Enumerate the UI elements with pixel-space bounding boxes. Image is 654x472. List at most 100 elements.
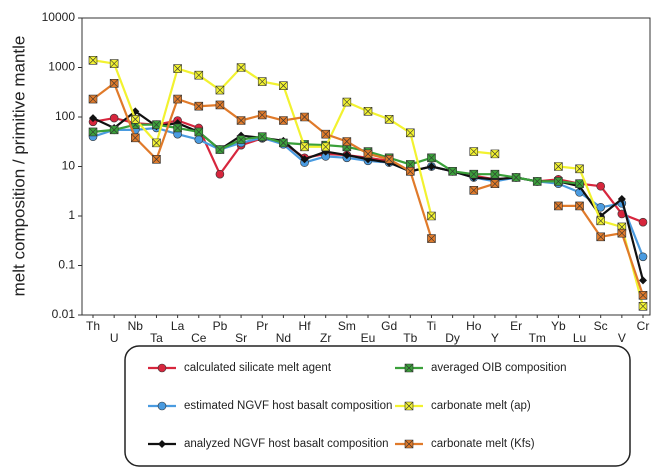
data-point [279, 138, 288, 148]
data-point [384, 154, 394, 164]
x-tick-label: Ta [150, 331, 163, 345]
data-point [639, 276, 647, 285]
data-point [194, 135, 204, 144]
x-tick-label: Sm [338, 319, 356, 333]
x-tick-label: Tm [529, 331, 546, 345]
legend-marker [404, 363, 414, 373]
x-tick-label: Sc [594, 319, 608, 333]
legend-marker [158, 440, 166, 448]
data-point [554, 177, 563, 186]
data-point [490, 179, 500, 188]
y-tick-label: 1 [68, 208, 75, 222]
x-tick-label: Nb [128, 319, 144, 333]
x-tick-label: Nd [276, 331, 291, 345]
data-point [215, 169, 225, 179]
data-point [152, 154, 161, 164]
data-point [89, 114, 97, 123]
x-tick-label: Y [491, 331, 499, 345]
data-point [194, 127, 204, 137]
data-point [406, 166, 415, 176]
data-point [109, 59, 119, 68]
data-point [554, 162, 563, 171]
data-point [406, 128, 415, 138]
data-point [152, 120, 161, 129]
data-point [88, 94, 98, 104]
legend-label: estimated NGVF host basalt composition [184, 400, 392, 412]
data-point [448, 166, 457, 176]
data-point [427, 162, 436, 171]
x-tick-label: Yb [551, 319, 566, 333]
y-tick-label: 100 [55, 109, 75, 123]
data-point [152, 138, 161, 148]
x-tick-label: Ce [191, 331, 207, 345]
data-point [257, 110, 267, 120]
data-point [575, 164, 584, 174]
data-point [596, 202, 605, 212]
x-tick-label: Pr [256, 319, 268, 333]
legend-label: calculated silicate melt agent [184, 362, 332, 374]
data-point [300, 155, 309, 164]
data-point [532, 177, 542, 186]
x-tick-label: Tb [403, 331, 417, 345]
x-tick-label: Hf [299, 319, 312, 333]
data-point [194, 70, 204, 80]
data-point [236, 116, 246, 125]
data-point [469, 147, 479, 156]
data-point [173, 123, 182, 133]
data-point [638, 291, 648, 300]
legend-label: analyzed NGVF host basalt composition [184, 438, 389, 450]
data-point [215, 85, 225, 95]
y-tick-label: 10000 [42, 10, 76, 24]
data-point [300, 142, 309, 152]
data-point [173, 94, 182, 104]
data-point [173, 64, 182, 73]
legend-label: carbonate melt (Kfs) [431, 438, 535, 450]
x-tick-label: Lu [573, 331, 586, 345]
x-tick-label: Sr [235, 331, 247, 345]
x-tick-label: Er [510, 319, 522, 333]
legend-marker [157, 401, 167, 411]
x-tick-label: Ho [466, 319, 482, 333]
data-point [321, 129, 330, 139]
legend-label: carbonate melt (ap) [431, 400, 531, 412]
data-point [469, 186, 479, 195]
y-tick-label: 0.1 [58, 258, 75, 272]
data-point [617, 195, 626, 204]
data-point [638, 301, 648, 311]
data-point [257, 132, 267, 141]
data-point [638, 217, 648, 227]
data-point [596, 181, 605, 191]
data-point [363, 149, 373, 159]
legend-label: averaged OIB composition [431, 362, 567, 374]
x-tick-label: La [171, 319, 185, 333]
data-point [638, 252, 648, 262]
data-point [215, 100, 225, 110]
data-point [257, 77, 267, 86]
x-tick-label: Zr [320, 331, 331, 345]
data-point [300, 112, 309, 122]
data-point [469, 169, 479, 179]
x-tick-label: Ti [427, 319, 437, 333]
x-tick-label: Th [86, 319, 100, 333]
data-point [88, 127, 98, 137]
data-point [194, 101, 204, 111]
y-tick-label: 10 [62, 159, 76, 173]
data-point [109, 78, 119, 88]
data-point [575, 201, 584, 211]
data-point [321, 142, 330, 152]
data-point [511, 173, 521, 182]
data-point [109, 125, 119, 135]
data-point [342, 151, 351, 160]
data-point [490, 149, 500, 159]
data-point [131, 133, 140, 143]
legend-box [124, 345, 631, 467]
data-point [596, 216, 605, 226]
legend-marker [157, 363, 167, 373]
legend-marker [404, 401, 414, 411]
x-tick-label: Eu [361, 331, 376, 345]
data-point [554, 201, 563, 211]
x-tick-label: V [618, 331, 626, 345]
x-tick-label: Dy [445, 331, 460, 345]
data-point [279, 81, 288, 90]
